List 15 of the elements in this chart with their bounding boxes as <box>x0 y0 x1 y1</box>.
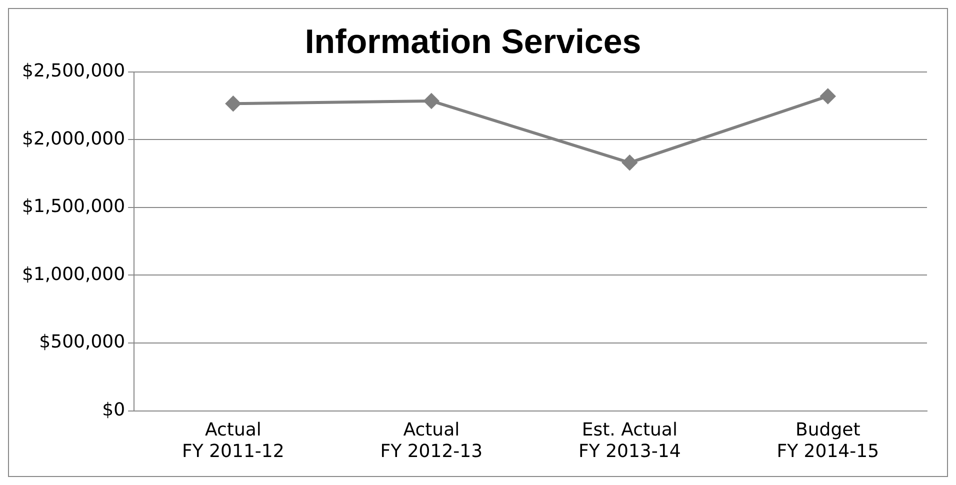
x-tick-label: Budget FY 2014-15 <box>776 419 880 462</box>
y-tick-label: $2,000,000 <box>22 128 126 150</box>
y-tick-label: $1,500,000 <box>22 196 126 218</box>
x-tick-label: Actual FY 2011-12 <box>182 419 284 462</box>
y-tick-label: $500,000 <box>39 332 126 353</box>
x-tick-label: Est. Actual FY 2013-14 <box>578 419 681 462</box>
y-tick-label: $0 <box>102 399 126 420</box>
y-tick-label: $2,500,000 <box>22 60 126 82</box>
point <box>622 155 638 170</box>
point <box>820 88 836 104</box>
y-tick-label: $1,000,000 <box>22 264 126 285</box>
point <box>226 96 241 112</box>
chart-title: Information Services <box>304 22 642 61</box>
point <box>424 93 439 108</box>
x-tick-label: Actual FY 2012-13 <box>380 419 483 462</box>
